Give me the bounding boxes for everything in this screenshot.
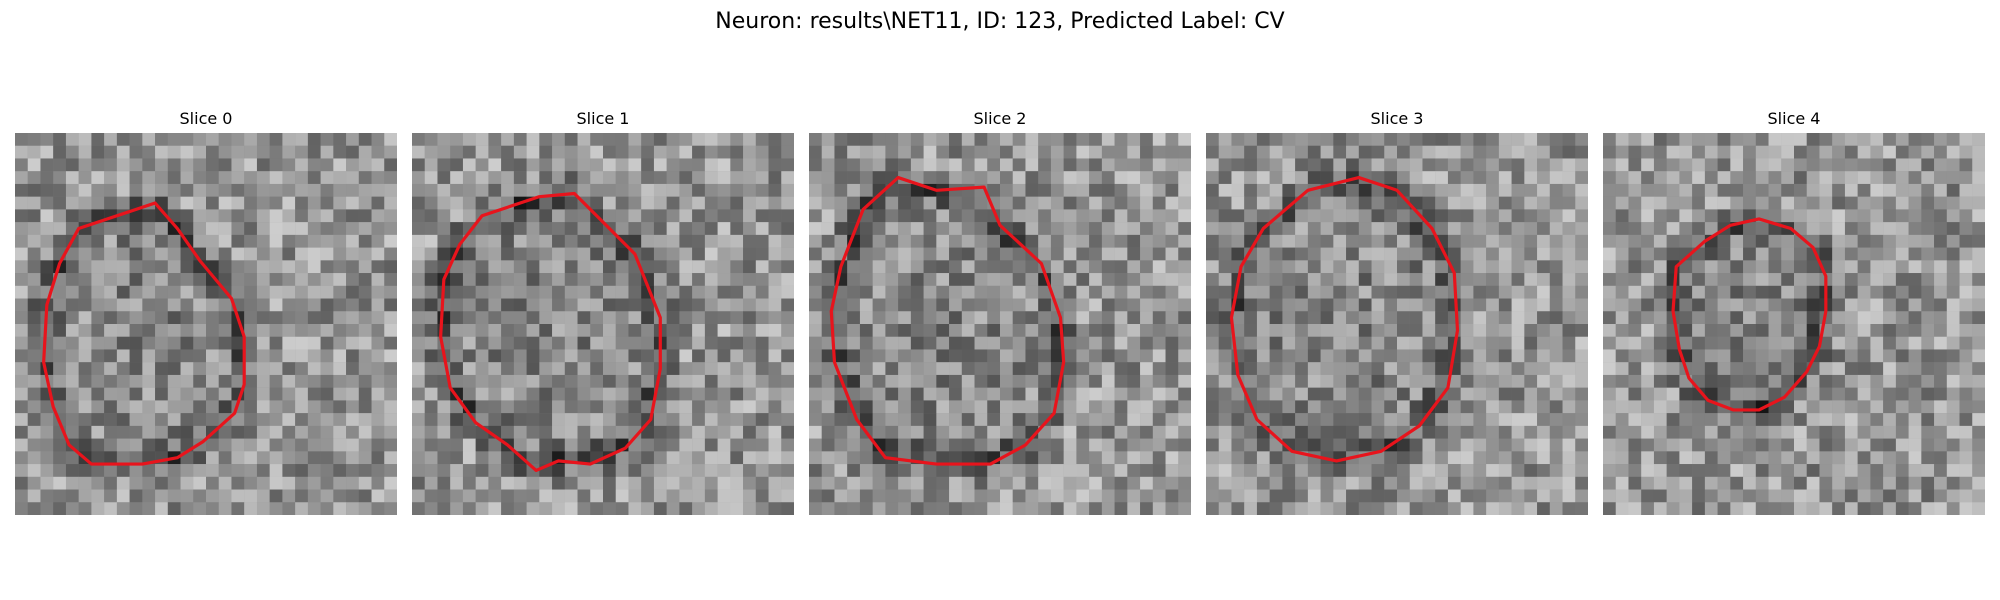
slice-panel-3: Slice 3	[1206, 108, 1588, 515]
slice-image	[15, 133, 397, 515]
slice-title: Slice 2	[973, 109, 1027, 128]
cell-contour	[829, 175, 1066, 466]
slice-image	[1603, 133, 1985, 515]
slice-title: Slice 3	[1370, 109, 1424, 128]
slice-title: Slice 4	[1767, 109, 1821, 128]
cell-contour	[1671, 217, 1828, 412]
cell-contour	[439, 191, 662, 473]
slice-image	[809, 133, 1191, 515]
slice-image	[1206, 133, 1588, 515]
slice-panel-2: Slice 2	[809, 108, 1191, 515]
cell-contour	[42, 201, 246, 466]
slice-title: Slice 1	[576, 109, 630, 128]
slice-panel-4: Slice 4	[1603, 108, 1985, 515]
figure-title: Neuron: results\NET11, ID: 123, Predicte…	[715, 9, 1285, 34]
cell-contour	[1229, 175, 1460, 463]
slice-panel-0: Slice 0	[15, 108, 397, 515]
slice-title: Slice 0	[179, 109, 233, 128]
slice-image	[412, 133, 794, 515]
slice-panel-1: Slice 1	[412, 108, 794, 515]
